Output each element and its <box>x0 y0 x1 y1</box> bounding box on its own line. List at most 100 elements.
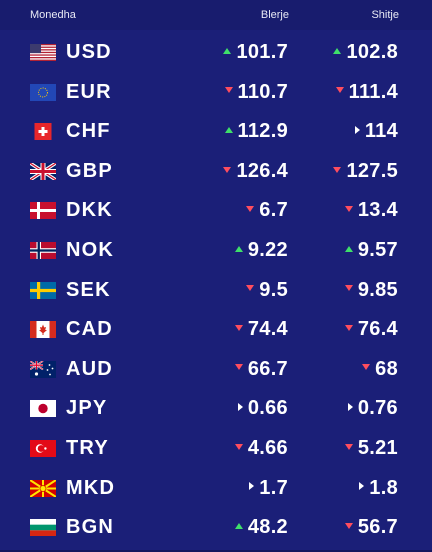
sell-rate: 56.7 <box>344 516 398 539</box>
sell-rate-value: 102.8 <box>346 41 398 63</box>
trend-down-icon <box>234 364 243 371</box>
trend-flat-icon <box>359 482 365 491</box>
tr-flag-icon <box>30 439 56 457</box>
sell-rate: 9.85 <box>344 278 398 302</box>
sell-rate: 1.8 <box>359 477 398 500</box>
buy-rate: 101.7 <box>223 41 288 64</box>
sell-rate-value: 76.4 <box>357 318 398 341</box>
sell-rate: 127.5 <box>333 160 398 183</box>
rate-row-bgn: BGN 48.2 56.7 <box>0 508 432 548</box>
rate-row-aud: AUD 66.7 68 <box>0 350 432 390</box>
currency-code: AUD <box>66 357 113 380</box>
trend-down-icon <box>224 87 233 94</box>
buy-rate-value: 1.7 <box>259 476 288 499</box>
jp-flag-icon <box>30 400 56 418</box>
buy-rate: 74.4 <box>234 318 288 341</box>
buy-rate: 9.5 <box>246 279 288 302</box>
rate-row-dkk: DKK 6.7 13.4 <box>0 191 432 231</box>
trend-down-icon <box>344 443 353 450</box>
buy-rate: 1.7 <box>249 477 288 500</box>
trend-down-icon <box>246 285 255 292</box>
sell-rate-value: 56.7 <box>357 516 398 539</box>
trend-down-icon <box>234 443 243 450</box>
rate-row-sek: SEK 9.5 9.85 <box>0 271 432 311</box>
trend-flat-icon <box>249 482 255 491</box>
buy-rate: 0.66 <box>237 397 288 420</box>
trend-down-icon <box>246 206 255 213</box>
se-flag-icon <box>30 281 56 299</box>
sell-rate: 9.57 <box>344 238 398 262</box>
sell-rate: 0.76 <box>347 397 398 420</box>
trend-flat-icon <box>347 403 353 412</box>
trend-up-icon <box>223 47 232 54</box>
rate-row-gbp: GBP 126.4 127.5 <box>0 152 432 192</box>
buy-rate-value: 126.4 <box>236 159 288 182</box>
sell-rate: 114 <box>354 120 398 143</box>
buy-rate: 48.2 <box>234 516 288 539</box>
buy-rate-value: 48.2 <box>247 516 288 539</box>
buy-rate-value: 66.7 <box>247 357 288 380</box>
sell-rate: 68 <box>362 358 398 381</box>
rate-row-mkd: MKD 1.7 1.8 <box>0 469 432 509</box>
currency-code: JPY <box>66 397 108 420</box>
rate-row-eur: EUR 110.7 111.4 <box>0 73 432 113</box>
table-header: Monedha Blerje Shitje <box>0 0 432 30</box>
currency-code: USD <box>66 41 112 63</box>
us-flag-icon <box>30 44 56 61</box>
bottom-divider <box>0 550 432 552</box>
sell-rate-value: 0.76 <box>357 397 398 420</box>
buy-rate-value: 74.4 <box>247 318 288 341</box>
trend-up-icon <box>224 126 233 133</box>
bg-flag-icon <box>30 519 56 537</box>
sell-rate-value: 9.85 <box>357 278 398 301</box>
buy-rate-value: 112.9 <box>237 120 288 143</box>
trend-down-icon <box>344 206 353 213</box>
sell-rate: 76.4 <box>344 318 398 341</box>
currency-code: NOK <box>66 238 115 261</box>
trend-down-icon <box>344 522 353 529</box>
rate-row-chf: CHF 112.9 114 <box>0 112 432 152</box>
sell-rate-value: 9.57 <box>357 238 398 261</box>
header-currency: Monedha <box>30 9 76 21</box>
rate-row-try: TRY 4.66 5.21 <box>0 429 432 469</box>
currency-code: TRY <box>66 436 109 459</box>
trend-up-icon <box>234 522 243 529</box>
rate-row-cad: CAD 74.4 76.4 <box>0 310 432 350</box>
sell-rate: 13.4 <box>344 199 398 222</box>
currency-code: SEK <box>66 278 111 301</box>
sell-rate: 102.8 <box>333 41 398 64</box>
buy-rate: 112.9 <box>224 120 288 143</box>
sell-rate-value: 5.21 <box>357 436 398 459</box>
mk-flag-icon <box>30 479 56 497</box>
sell-rate-value: 111.4 <box>348 80 398 103</box>
trend-down-icon <box>234 324 243 331</box>
buy-rate: 4.66 <box>234 437 288 460</box>
buy-rate: 9.22 <box>234 238 288 262</box>
trend-down-icon <box>223 166 232 173</box>
trend-up-icon <box>333 47 342 54</box>
currency-code: BGN <box>66 516 115 539</box>
currency-code: DKK <box>66 199 113 222</box>
rate-row-usd: USD 101.7 102.8 <box>0 33 432 73</box>
dk-flag-icon <box>30 202 56 220</box>
rate-row-jpy: JPY 0.66 0.76 <box>0 389 432 429</box>
buy-rate-value: 9.22 <box>247 238 288 261</box>
no-flag-icon <box>30 241 56 259</box>
trend-flat-icon <box>354 125 360 134</box>
sell-rate-value: 114 <box>364 120 398 143</box>
ch-flag-icon <box>30 123 56 141</box>
sell-rate-value: 68 <box>375 357 398 380</box>
sell-rate-value: 13.4 <box>357 199 398 222</box>
rate-row-nok: NOK 9.22 9.57 <box>0 231 432 271</box>
rate-rows: USD 101.7 102.8 EUR 110.7 111.4 CHF 112.9 114 GBP… <box>0 33 432 548</box>
header-buy: Blerje <box>260 9 289 21</box>
buy-rate-value: 9.5 <box>259 278 288 301</box>
currency-code: EUR <box>66 80 112 103</box>
currency-code: GBP <box>66 159 113 182</box>
sell-rate: 111.4 <box>335 80 398 104</box>
sell-rate-value: 1.8 <box>369 476 398 499</box>
eu-flag-icon <box>30 83 56 101</box>
buy-rate: 6.7 <box>246 199 288 222</box>
buy-rate-value: 6.7 <box>259 199 288 222</box>
